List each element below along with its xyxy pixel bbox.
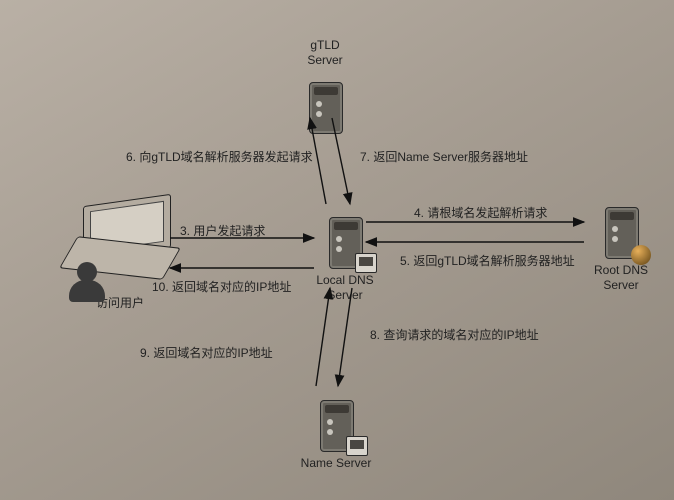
local-dns-node: Local DNS Server	[310, 205, 380, 303]
edge-label-e9: 9. 返回域名对应的IP地址	[140, 344, 273, 361]
name-server-label: Name Server	[296, 456, 376, 471]
server-icon	[323, 205, 367, 273]
server-globe-icon	[599, 195, 643, 263]
server-icon	[303, 70, 347, 138]
edge-label-e10: 10. 返回域名对应的IP地址	[152, 278, 291, 295]
name-server-node: Name Server	[296, 388, 376, 471]
gtld-node: gTLD Server	[290, 38, 360, 138]
edge-label-e6: 6. 向gTLD域名解析服务器发起请求	[126, 148, 313, 165]
root-dns-node: Root DNS Server	[582, 195, 660, 293]
edge-label-e3: 3. 用户发起请求	[180, 222, 265, 239]
edge-label-e7: 7. 返回Name Server服务器地址	[360, 148, 528, 165]
edge-label-e8: 8. 查询请求的域名对应的IP地址	[370, 326, 539, 343]
local-dns-label: Local DNS Server	[310, 273, 380, 303]
server-icon	[314, 388, 358, 456]
edge-label-e5: 5. 返回gTLD域名解析服务器地址	[400, 252, 575, 269]
root-dns-label: Root DNS Server	[582, 263, 660, 293]
edge-label-e4: 4. 请根域名发起解析请求	[414, 204, 547, 221]
gtld-label: gTLD Server	[290, 38, 360, 68]
